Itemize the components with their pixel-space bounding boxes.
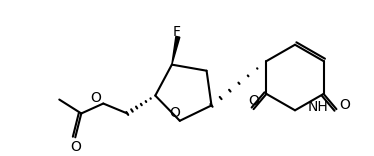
Text: O: O <box>169 106 180 120</box>
Text: F: F <box>173 25 181 39</box>
Text: O: O <box>339 98 350 112</box>
Text: O: O <box>248 94 259 108</box>
Polygon shape <box>172 36 180 65</box>
Text: NH: NH <box>308 100 329 114</box>
Text: O: O <box>70 140 81 154</box>
Text: O: O <box>90 91 101 105</box>
